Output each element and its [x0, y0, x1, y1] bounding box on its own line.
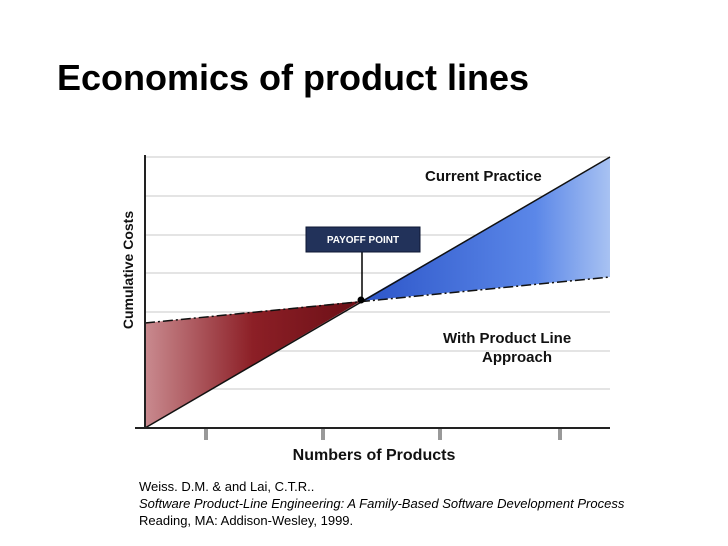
curve-label: Current Practice: [425, 168, 542, 185]
curve-label: With Product Line: [443, 330, 571, 347]
citation: Reading, MA: Addison-Wesley, 1999.: [139, 513, 353, 528]
y-axis-label: Cumulative Costs: [120, 211, 136, 329]
product-line-line: [144, 276, 611, 324]
callout-box: [305, 226, 421, 253]
slide-title: Economics of product lines: [57, 57, 529, 98]
x-axis-label: Numbers of Products: [293, 447, 456, 464]
citation: Software Product-Line Engineering: A Fam…: [139, 496, 625, 511]
callout-text: PAYOFF POINT: [327, 235, 399, 246]
curve-label: Approach: [482, 349, 552, 366]
payoff-dot: [357, 296, 365, 304]
x-ticks: [204, 429, 562, 440]
current-practice-line: [144, 156, 611, 429]
citation: Weiss. D.M. & and Lai, C.T.R..: [139, 479, 314, 494]
